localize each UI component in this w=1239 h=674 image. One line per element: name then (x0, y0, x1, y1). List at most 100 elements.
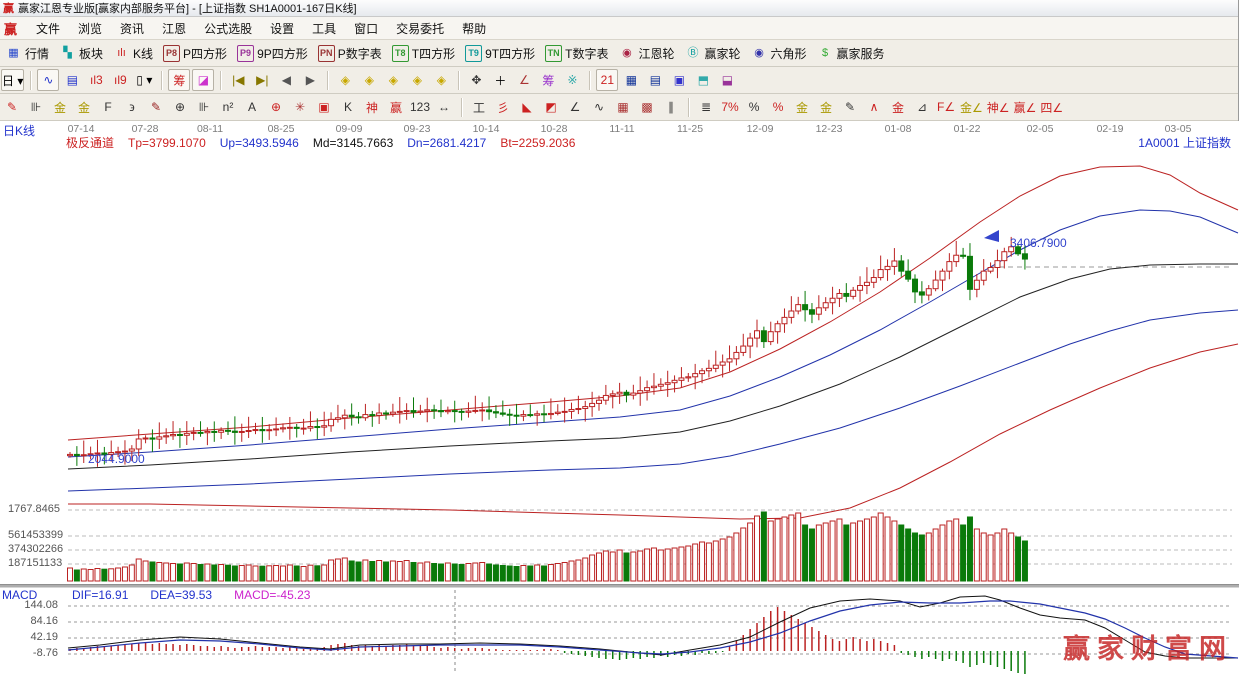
draw-parallel-lines-icon[interactable]: ∥ (668, 100, 675, 114)
draw-four-angle-icon[interactable]: 四∠ (1040, 100, 1064, 115)
draw-zigzag-tool-icon[interactable]: ∿ (594, 100, 605, 114)
draw-square-target-icon[interactable]: ▣ (318, 100, 330, 114)
draw-ying-angle-icon[interactable]: 赢∠ (1013, 100, 1037, 115)
zoom-hfit-diamond-icon[interactable]: ◈ (388, 73, 398, 87)
toolbar-sectors-button[interactable]: ▚ 板块 (59, 45, 103, 62)
candle-style-dropdown-icon[interactable]: ▯ ▾ (136, 73, 153, 87)
menu-4[interactable]: 江恩 (162, 21, 187, 36)
draw-angle-a-icon[interactable]: A (247, 100, 256, 114)
panel-separator[interactable] (0, 584, 1239, 588)
calculator-icon[interactable]: ▦ (625, 73, 638, 87)
toolbar-kline-button[interactable]: ılı K线 (113, 45, 153, 62)
period-day-dropdown-icon[interactable]: 日 ▾ (1, 69, 25, 91)
draw-gold-ruler-2-icon[interactable]: 金 (77, 100, 90, 115)
first-bar-icon[interactable]: |◀ (232, 73, 245, 87)
next-bar-icon[interactable]: ▶ (305, 73, 315, 87)
toolbar-gann-wheel-button[interactable]: ◉ 江恩轮 (618, 45, 674, 62)
draw-time-ruler-icon[interactable]: ⊪ (30, 100, 42, 114)
draw-n-squared-icon[interactable]: n² (222, 100, 234, 114)
draw-gold-circle-icon[interactable]: 金 (796, 100, 809, 115)
title-bar[interactable]: 赢 赢家江恩专业版[赢家内部服务平台] - [上证指数 SH1A0001-167… (0, 0, 1238, 17)
draw-spiral-tool-icon[interactable]: ϶ (129, 100, 135, 114)
angle-line-tool-icon[interactable]: ∠ (518, 73, 530, 87)
chip-distribution-icon[interactable]: 筹 (168, 69, 191, 91)
hand-tool-icon[interactable]: ✥ (471, 73, 482, 87)
ai-brain-icon[interactable]: ※ (567, 73, 578, 87)
draw-fib-ruler-icon[interactable]: F (104, 100, 112, 114)
menu-5[interactable]: 公式选股 (204, 21, 253, 36)
color-histogram-icon[interactable]: ◪ (192, 69, 215, 91)
save-disk-icon[interactable]: ▣ (673, 73, 686, 87)
zoom-out-diamond-icon[interactable]: ◈ (436, 73, 446, 87)
draw-percent-icon[interactable]: % (748, 100, 760, 114)
remote-pc-icon[interactable]: ⬒ (697, 73, 710, 87)
draw-grid-box-icon[interactable]: ▦ (617, 100, 629, 114)
draw-shen-angle-icon[interactable]: 神∠ (986, 100, 1010, 115)
draw-f-angle-icon[interactable]: F∠ (936, 100, 956, 114)
draw-trend-angles-icon[interactable]: ∠ (569, 100, 581, 114)
draw-gold-angle-icon[interactable]: 金∠ (960, 100, 983, 115)
menu-8[interactable]: 窗口 (354, 21, 379, 36)
last-bar-icon[interactable]: ▶| (256, 73, 269, 87)
draw-circle-ruler-icon[interactable]: ⊕ (174, 100, 186, 114)
ma-bars-9-icon[interactable]: ıl9 (114, 73, 127, 87)
draw-grid-box-2-icon[interactable]: ▩ (641, 100, 653, 114)
menu-7[interactable]: 工具 (312, 21, 337, 36)
prev-bar-icon[interactable]: ◀ (281, 73, 291, 87)
toolbar-9t-square-button[interactable]: T9 9T四方形 (465, 44, 535, 62)
menu-2[interactable]: 浏览 (78, 21, 103, 36)
zoom-right-diamond-icon[interactable]: ◈ (364, 73, 374, 87)
draw-draw-pen-icon[interactable]: ✎ (6, 100, 18, 114)
menu-9[interactable]: 交易委托 (396, 21, 445, 36)
draw-percent-7-icon[interactable]: 7% (721, 100, 739, 114)
draw-j-angle-icon[interactable]: ⊿ (917, 100, 928, 114)
draw-gold-lines-icon[interactable]: 金 (820, 100, 833, 115)
draw-red-pen-icon[interactable]: ✎ (150, 100, 162, 114)
crosshair-tool-icon[interactable]: ＋ (494, 73, 507, 88)
toolbar-quotes-button[interactable]: ▦ 行情 (5, 45, 49, 62)
toolbar-p-number-table-button[interactable]: PN P数字表 (317, 44, 382, 62)
send-printer-icon[interactable]: ⬓ (721, 73, 734, 87)
zoom-in-diamond-icon[interactable]: ◈ (412, 73, 422, 87)
draw-fan-lines-icon[interactable]: 彡 (497, 100, 510, 115)
draw-k-note-icon[interactable]: K (343, 100, 352, 114)
draw-star-circle-icon[interactable]: ✳ (294, 100, 306, 114)
zoom-left-diamond-icon[interactable]: ◈ (340, 73, 350, 87)
draw-ying-tool-icon[interactable]: 赢 (389, 100, 402, 115)
draw-width-measure-icon[interactable]: ↔ (438, 100, 451, 114)
toolbar-p-square-button[interactable]: P8 P四方形 (163, 44, 227, 62)
chip-tool-icon[interactable]: 筹 (542, 73, 555, 88)
toolbar-t-square-button[interactable]: T8 T四方形 (391, 44, 455, 62)
draw-target-cross-icon[interactable]: ⊕ (270, 100, 282, 114)
menu-10[interactable]: 帮助 (462, 21, 487, 36)
toolbar-winner-wheel-button[interactable]: Ⓑ 赢家轮 (684, 45, 740, 62)
kline-chart-canvas[interactable] (0, 121, 1239, 674)
period-label[interactable]: 日K线 (3, 124, 36, 138)
draw-price-bars-icon[interactable]: ≣ (701, 100, 712, 114)
draw-annotate-pen-icon[interactable]: ✎ (845, 100, 856, 114)
trend-wave-icon[interactable]: ∿ (37, 69, 60, 91)
calendar-21-icon[interactable]: 21 (596, 69, 619, 91)
info-doc-icon[interactable]: ▤ (66, 73, 79, 87)
draw-tick-ruler-icon[interactable]: ⊪ (198, 100, 210, 114)
draw-gong-tool-icon[interactable]: 工 (473, 100, 486, 115)
draw-gold-red-icon[interactable]: 金 (892, 100, 905, 115)
toolbar-t-number-table-button[interactable]: TN T数字表 (545, 44, 608, 62)
draw-gold-ruler-1-icon[interactable]: 金 (53, 100, 66, 115)
toolbar-hexagon-button[interactable]: ◉ 六角形 (751, 45, 806, 62)
draw-shen-tool-icon[interactable]: 神 (365, 100, 378, 115)
draw-count-ruler-icon[interactable]: 123 (410, 100, 431, 114)
notepad-icon[interactable]: ▤ (649, 73, 662, 87)
menu-1[interactable]: 文件 (36, 21, 61, 36)
draw-percent-retrace-icon[interactable]: % (772, 100, 784, 114)
macd-label[interactable]: MACD (2, 588, 38, 602)
menu-6[interactable]: 设置 (270, 21, 295, 36)
chart-area[interactable]: 日K线 07-14 07-28 08-11 08-25 09-09 09-23 10-14 1… (0, 121, 1239, 674)
draw-fan-box-icon[interactable]: ◣ (522, 100, 532, 114)
menu-3[interactable]: 资讯 (120, 21, 145, 36)
ma-bars-3-icon[interactable]: ıl3 (90, 73, 103, 87)
toolbar-winner-service-button[interactable]: $ 赢家服务 (817, 45, 885, 62)
draw-fan-square-icon[interactable]: ◩ (545, 100, 557, 114)
draw-double-a-icon[interactable]: ∧ (869, 100, 879, 114)
toolbar-9p-square-button[interactable]: P9 9P四方形 (237, 44, 308, 62)
